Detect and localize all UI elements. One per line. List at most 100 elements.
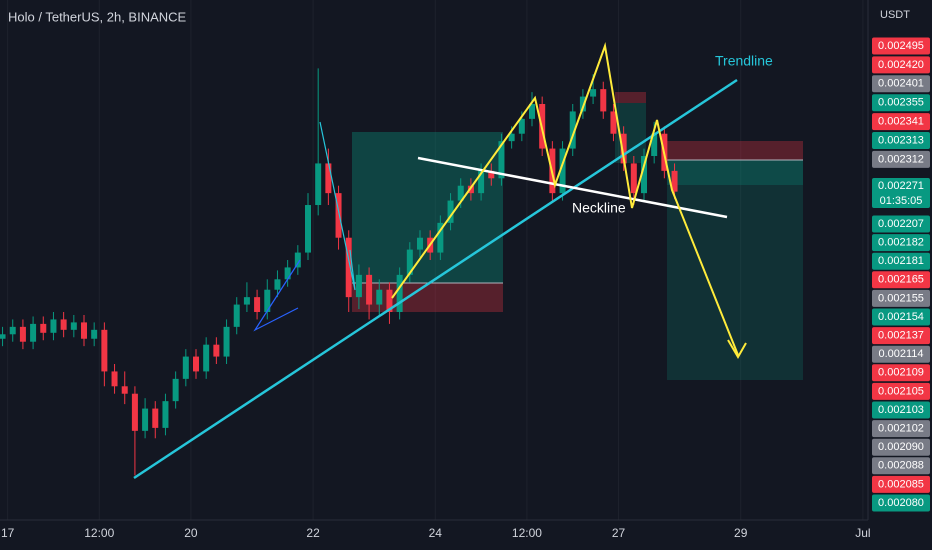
candle-body: [457, 185, 464, 201]
price-label: 0.002313: [878, 134, 924, 146]
candle-body: [193, 356, 199, 372]
price-label-box: [872, 401, 930, 419]
candle-body: [233, 304, 240, 327]
candle-body: [417, 237, 423, 250]
price-label-box: [872, 113, 930, 131]
trendline-label: Trendline: [715, 53, 773, 69]
candle-body: [60, 319, 67, 330]
candle-body: [376, 289, 383, 305]
candle-body: [498, 141, 505, 179]
candle-body: [111, 371, 118, 387]
candle-body: [620, 133, 627, 164]
target-zone: [667, 160, 803, 185]
candle-body: [70, 322, 77, 330]
x-tick-label: 17: [1, 526, 15, 540]
candle-body: [508, 133, 515, 142]
candle-body: [50, 319, 57, 333]
price-label: 0.002495: [878, 40, 924, 52]
candle-body: [579, 96, 586, 112]
candle-body: [529, 104, 535, 119]
candle-body: [9, 326, 16, 335]
candle-body: [325, 163, 332, 194]
candle-body: [274, 279, 281, 290]
price-label: 0.002312: [878, 153, 924, 165]
neckline-label: Neckline: [572, 200, 626, 216]
candle-body: [518, 118, 525, 134]
candle-body: [488, 170, 495, 179]
price-label-box: [872, 345, 930, 363]
price-label-box: [872, 37, 930, 55]
candle-body: [152, 408, 159, 428]
price-label: 0.002154: [878, 311, 924, 323]
candle-body: [315, 163, 322, 206]
price-label-box: [872, 475, 930, 493]
candle-body: [345, 237, 352, 298]
price-label: 0.002090: [878, 441, 924, 453]
candle-body: [671, 170, 678, 192]
wedge-lines: [319, 121, 356, 291]
candle-body: [91, 329, 98, 339]
price-label: 0.002105: [878, 385, 924, 397]
wedge-lines: [253, 259, 301, 332]
candle-body: [305, 205, 311, 253]
candle-body: [651, 133, 658, 156]
price-label-box: [872, 494, 930, 512]
candle-body: [610, 111, 617, 134]
candle-body: [335, 193, 342, 238]
neckline: [417, 156, 728, 219]
candle-body: [223, 326, 230, 357]
price-label: 0.002165: [878, 274, 924, 286]
x-tick-label: 20: [184, 526, 198, 540]
price-label: 0.002137: [878, 330, 924, 342]
candle-body: [254, 297, 261, 312]
price-label-box: [872, 271, 930, 289]
price-label: 0.002181: [878, 255, 924, 267]
x-tick-label: 22: [306, 526, 320, 540]
x-tick-label: 24: [429, 526, 443, 540]
candle-body: [264, 289, 271, 312]
candle-body: [162, 401, 169, 428]
price-label: 0.002102: [878, 423, 924, 435]
x-tick-label: 27: [612, 526, 626, 540]
price-label: 0.002420: [878, 59, 924, 71]
stop-zone: [352, 283, 503, 312]
price-label: 0.002103: [878, 404, 924, 416]
price-label-box: [872, 364, 930, 382]
candle-body: [396, 274, 403, 312]
candle-body: [40, 323, 47, 333]
candle-body: [600, 89, 607, 112]
price-label-box: [872, 252, 930, 270]
price-label-box: [872, 289, 930, 307]
candle-body: [131, 393, 138, 431]
x-tick-label: 12:00: [512, 526, 542, 540]
price-label-box: [872, 178, 930, 208]
candle-body: [101, 329, 108, 372]
candle-body: [641, 156, 647, 194]
price-label-box: [872, 234, 930, 252]
price-label: 0.002080: [878, 497, 924, 509]
candle-body: [213, 344, 220, 357]
price-label-box: [872, 75, 930, 93]
countdown: 01:35:05: [880, 195, 923, 207]
price-label: 0.002271: [878, 180, 924, 192]
candle-body: [478, 170, 485, 194]
candle-body: [284, 267, 291, 280]
x-tick-label: 29: [734, 526, 748, 540]
x-tick-label: Jul: [855, 526, 870, 540]
candle-body: [142, 408, 149, 431]
candle-body: [30, 323, 37, 342]
price-label: 0.002109: [878, 367, 924, 379]
candle-body: [121, 386, 128, 394]
stop-zone: [667, 141, 803, 160]
arrow-head: [727, 339, 747, 359]
price-label-box: [872, 94, 930, 112]
price-label: 0.002401: [878, 78, 924, 90]
candle-body: [447, 200, 454, 223]
grid: [7, 0, 864, 520]
price-label: 0.002207: [878, 218, 924, 230]
price-label-box: [872, 308, 930, 326]
price-labels: 0.002495 0.002420 0.002401 0.002355 0.002341…: [872, 37, 930, 512]
candle-body: [294, 252, 301, 268]
chart-title: Holo / TetherUS, 2h, BINANCE: [8, 9, 187, 24]
